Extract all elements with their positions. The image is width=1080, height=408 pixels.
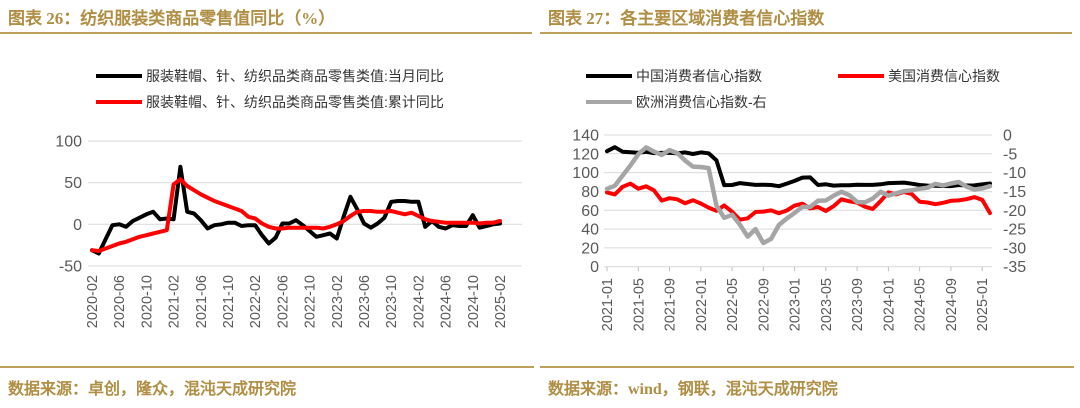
panel-figure-26: 图表 26：纺织服装类商品零售值同比（%） 服装鞋帽、针、纺织品类商品零售类值:… [0, 5, 540, 399]
svg-text:-20: -20 [1003, 203, 1026, 220]
legend-figure-26: 服装鞋帽、针、纺织品类商品零售类值:当月同比 服装鞋帽、针、纺织品类商品零售类值… [0, 63, 540, 115]
svg-text:-15: -15 [1003, 184, 1026, 201]
svg-text:2023-06: 2023-06 [357, 275, 373, 328]
figure-27-title: 图表 27：各主要区域消费者信心指数 [540, 5, 1072, 34]
svg-text:2022-10: 2022-10 [303, 275, 319, 328]
svg-text:2021-06: 2021-06 [194, 275, 210, 328]
legend-swatch-monthly-yoy [96, 74, 143, 78]
svg-text:-5: -5 [1003, 146, 1017, 163]
figure-26-source: 数据来源：卓创，隆众，混沌天成研究院 [0, 366, 534, 399]
svg-text:100: 100 [55, 134, 82, 151]
svg-text:-10: -10 [1003, 165, 1026, 182]
svg-text:40: 40 [581, 222, 599, 239]
legend-swatch-china-cci [586, 74, 632, 78]
svg-text:-50: -50 [59, 259, 82, 276]
svg-text:2020-10: 2020-10 [139, 275, 155, 328]
legend-item-cumulative-yoy: 服装鞋帽、针、纺织品类商品零售类值:累计同比 [96, 92, 444, 112]
svg-text:-30: -30 [1003, 240, 1026, 257]
svg-text:2023-10: 2023-10 [384, 275, 400, 328]
legend-swatch-europe-cci [586, 100, 632, 104]
svg-text:2024-05: 2024-05 [913, 278, 929, 331]
figure-27-source: 数据来源：wind，钢联，混沌天成研究院 [540, 366, 1074, 399]
legend-label-china-cci: 中国消费者信心指数 [636, 68, 762, 84]
svg-text:2024-02: 2024-02 [411, 275, 427, 328]
svg-text:0: 0 [590, 259, 599, 276]
svg-text:2021-01: 2021-01 [600, 278, 616, 331]
svg-text:2020-02: 2020-02 [85, 275, 101, 328]
svg-text:2021-10: 2021-10 [221, 275, 237, 328]
svg-text:50: 50 [64, 175, 82, 192]
svg-text:2024-09: 2024-09 [944, 278, 960, 331]
svg-text:60: 60 [581, 203, 599, 220]
legend-figure-27: 中国消费者信心指数 美国消费信心指数 欧洲消费信心指数-右 [540, 63, 1080, 115]
svg-text:2022-05: 2022-05 [725, 278, 741, 331]
legend-item-us-cci: 美国消费信心指数 [838, 66, 1000, 86]
svg-text:-35: -35 [1003, 259, 1026, 276]
svg-text:2025-02: 2025-02 [493, 275, 509, 328]
svg-text:2020-06: 2020-06 [112, 275, 128, 328]
svg-text:0: 0 [1003, 128, 1012, 145]
legend-row: 服装鞋帽、针、纺织品类商品零售类值:累计同比 [0, 89, 540, 115]
svg-text:100: 100 [572, 165, 599, 182]
svg-text:2023-01: 2023-01 [788, 278, 804, 331]
svg-text:2022-01: 2022-01 [694, 278, 710, 331]
legend-row: 中国消费者信心指数 美国消费信心指数 [540, 63, 1080, 89]
svg-text:2024-01: 2024-01 [881, 278, 897, 331]
legend-swatch-us-cci [838, 74, 884, 78]
svg-text:80: 80 [581, 184, 599, 201]
svg-text:2023-05: 2023-05 [819, 278, 835, 331]
svg-text:2023-09: 2023-09 [850, 278, 866, 331]
legend-label-europe-cci: 欧洲消费信心指数-右 [636, 94, 767, 110]
legend-item-china-cci: 中国消费者信心指数 [586, 66, 838, 86]
svg-text:2023-02: 2023-02 [330, 275, 346, 328]
legend-label-cumulative-yoy: 服装鞋帽、针、纺织品类商品零售类值:累计同比 [146, 94, 444, 110]
svg-text:140: 140 [572, 128, 599, 145]
svg-text:2025-01: 2025-01 [975, 278, 991, 331]
panel-figure-27: 图表 27：各主要区域消费者信心指数 中国消费者信心指数 美国消费信心指数 欧洲… [540, 0, 1080, 408]
svg-text:2024-10: 2024-10 [466, 275, 482, 328]
legend-item-monthly-yoy: 服装鞋帽、针、纺织品类商品零售类值:当月同比 [96, 66, 444, 86]
legend-label-monthly-yoy: 服装鞋帽、针、纺织品类商品零售类值:当月同比 [146, 68, 444, 84]
svg-text:2024-06: 2024-06 [439, 275, 455, 328]
svg-text:2022-06: 2022-06 [275, 275, 291, 328]
legend-row: 欧洲消费信心指数-右 [540, 89, 1080, 115]
svg-text:20: 20 [581, 240, 599, 257]
legend-label-us-cci: 美国消费信心指数 [888, 68, 1000, 84]
figure-26-title: 图表 26：纺织服装类商品零售值同比（%） [0, 5, 532, 34]
svg-text:2021-05: 2021-05 [631, 278, 647, 331]
svg-text:-25: -25 [1003, 222, 1026, 239]
svg-text:2021-09: 2021-09 [663, 278, 679, 331]
legend-row: 服装鞋帽、针、纺织品类商品零售类值:当月同比 [0, 63, 540, 89]
svg-text:2021-02: 2021-02 [167, 275, 183, 328]
svg-text:2022-02: 2022-02 [248, 275, 264, 328]
svg-text:0: 0 [73, 217, 82, 234]
legend-swatch-cumulative-yoy [96, 100, 143, 104]
svg-text:2022-09: 2022-09 [756, 278, 772, 331]
svg-text:120: 120 [572, 146, 599, 163]
legend-item-europe-cci: 欧洲消费信心指数-右 [586, 92, 838, 112]
